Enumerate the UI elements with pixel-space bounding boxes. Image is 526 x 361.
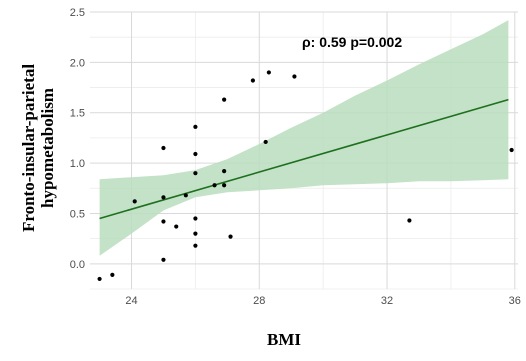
data-point xyxy=(407,218,412,223)
data-point xyxy=(161,257,166,262)
data-point xyxy=(212,183,217,188)
x-tick-label: 24 xyxy=(125,295,137,307)
data-point xyxy=(228,234,233,239)
grid xyxy=(90,11,518,290)
data-point xyxy=(222,97,227,102)
data-point xyxy=(193,231,198,236)
data-point xyxy=(193,124,198,129)
data-point xyxy=(183,193,188,198)
points-layer xyxy=(97,70,514,282)
data-point xyxy=(161,145,166,151)
data-point xyxy=(193,243,198,248)
x-tick-label: 32 xyxy=(381,295,393,307)
y-tick-label: 2.5 xyxy=(70,7,85,19)
y-axis-title-line-2: hypometabolism xyxy=(38,88,57,208)
data-point xyxy=(222,183,227,188)
y-tick-label: 0.0 xyxy=(70,259,85,271)
data-point xyxy=(250,78,255,83)
y-tick-label: 1.0 xyxy=(70,158,85,170)
x-tick-labels: 24 28 32 36 xyxy=(125,295,521,307)
y-axis-title-line-1: Fronto-insular-parietal xyxy=(19,64,38,232)
data-point xyxy=(509,147,514,153)
confidence-band xyxy=(99,20,509,256)
data-point xyxy=(193,171,198,176)
y-tick-labels: 0.0 0.5 1.0 1.5 2.0 2.5 xyxy=(70,7,85,271)
regression-line xyxy=(99,98,509,220)
confidence-band-layer xyxy=(99,20,509,256)
data-point xyxy=(193,151,198,157)
data-point xyxy=(222,169,227,174)
y-tick-label: 2.0 xyxy=(70,57,85,69)
data-point xyxy=(266,70,271,75)
correlation-annotation: ρ: 0.59 p=0.002 xyxy=(302,34,402,50)
x-tick-label: 36 xyxy=(509,295,521,307)
data-point xyxy=(292,74,297,79)
x-axis-title: BMI xyxy=(267,330,301,349)
y-tick-label: 0.5 xyxy=(70,208,85,220)
data-point xyxy=(193,216,198,221)
fit-line-layer xyxy=(99,98,509,220)
data-point xyxy=(263,139,268,145)
data-point xyxy=(110,272,115,277)
y-tick-label: 1.5 xyxy=(70,108,85,120)
data-point xyxy=(97,276,102,282)
data-point xyxy=(132,199,137,204)
data-point xyxy=(161,195,166,200)
data-point xyxy=(174,224,179,229)
y-axis-title: Fronto-insular-parietal hypometabolism xyxy=(19,64,57,232)
data-point xyxy=(161,219,166,224)
x-tick-label: 28 xyxy=(253,295,265,307)
